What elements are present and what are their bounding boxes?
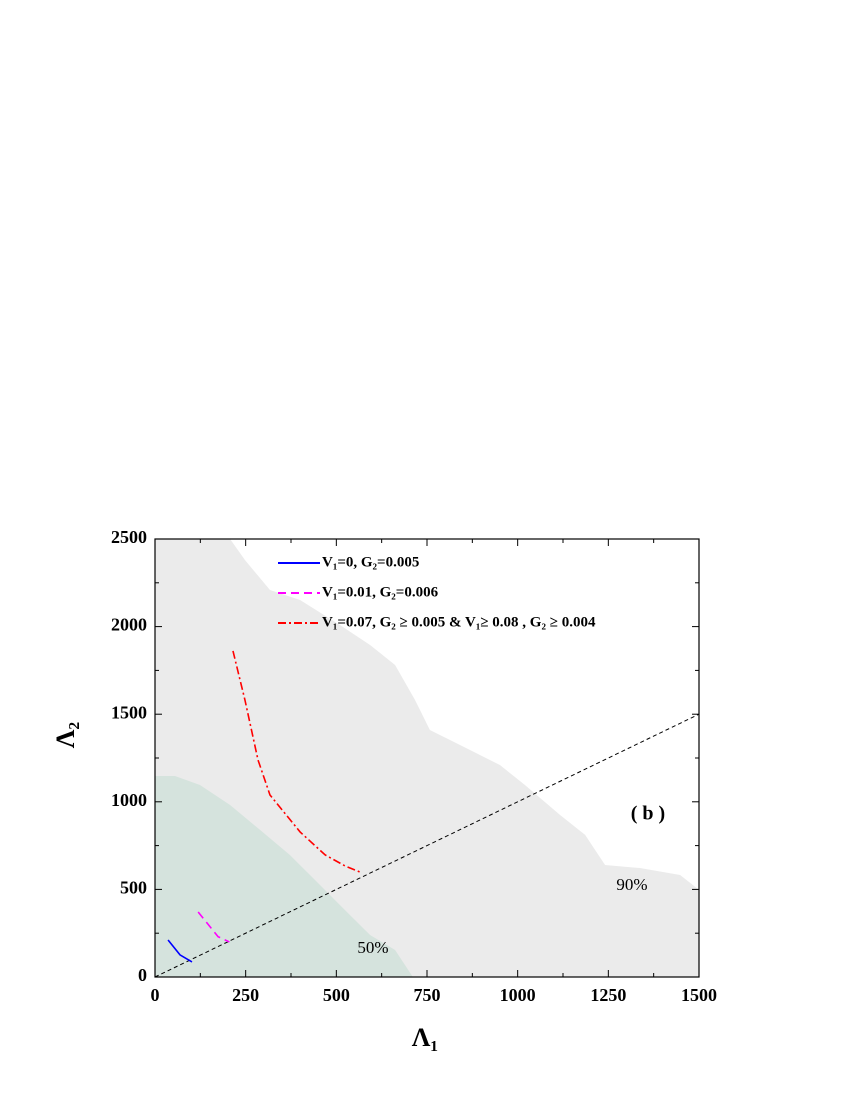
x-tick-label: 500 <box>323 985 350 1005</box>
y-tick-label: 2000 <box>111 615 147 635</box>
x-tick-label: 0 <box>151 985 160 1005</box>
y-tick-label: 0 <box>138 965 147 985</box>
series-line <box>197 911 230 943</box>
y-tick-label: 2500 <box>111 527 147 547</box>
y-tick-label: 1000 <box>111 790 147 810</box>
legend-label: V₁=0.07, G₂ ≥ 0.005 & V₁≥ 0.08 , G₂ ≥ 0.… <box>322 614 596 630</box>
series-line <box>167 939 193 963</box>
legend-label: V₁=0, G₂=0.005 <box>322 554 419 570</box>
legend-label: V₁=0.01, G₂=0.006 <box>322 584 439 600</box>
series-line <box>232 650 363 874</box>
x-tick-label: 250 <box>232 985 259 1005</box>
region <box>155 776 413 977</box>
x-tick-label: 1000 <box>500 985 536 1005</box>
y-tick-label: 500 <box>120 878 147 898</box>
reference-line <box>154 713 700 978</box>
annotation: ( b ) <box>631 803 665 825</box>
y-axis-label: Λ₂ <box>51 722 80 749</box>
x-tick-label: 750 <box>414 985 441 1005</box>
x-axis-label: Λ₁ <box>412 1023 438 1052</box>
region-label: 90% <box>616 875 647 894</box>
region-label: 50% <box>357 938 388 957</box>
y-tick-label: 1500 <box>111 702 147 722</box>
x-tick-label: 1500 <box>681 985 717 1005</box>
x-tick-label: 1250 <box>590 985 626 1005</box>
